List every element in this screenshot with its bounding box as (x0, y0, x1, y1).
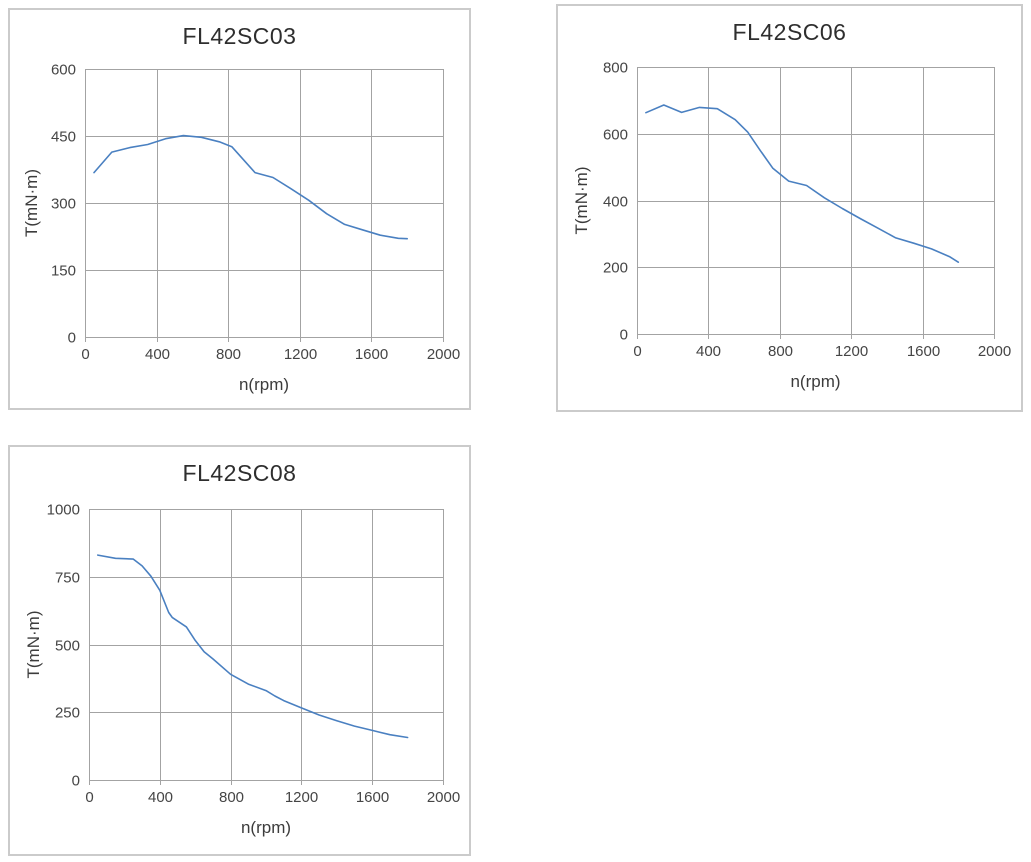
y-tick-label: 1000 (47, 502, 80, 519)
y-tick-label: 450 (51, 129, 76, 146)
torque-curve (645, 104, 960, 264)
x-tick-label: 400 (696, 343, 721, 360)
plot-border (89, 509, 444, 781)
y-tick-label: 300 (51, 196, 76, 213)
chart-panel-fl42sc03: FL42SC03 0 400 800 1200 1600 2000 0 150 300 450 60… (8, 8, 471, 410)
x-tick-label: 2000 (978, 343, 1011, 360)
x-tick-label: 400 (148, 789, 173, 806)
chart-panel-fl42sc08: FL42SC08 0 400 800 1200 1600 2000 0 250 500 750 10… (8, 445, 471, 856)
x-axis-label: n(rpm) (239, 375, 289, 394)
torque-speed-chart: 0 400 800 1200 1600 2000 0 200 400 600 800 n(rpm) T(… (572, 60, 1011, 392)
y-axis-label: T(mN·m) (572, 167, 591, 235)
x-tick-label: 0 (81, 346, 89, 363)
y-axis-label: T(mN·m) (22, 169, 41, 237)
y-tick-label: 250 (55, 705, 80, 722)
y-axis-label: T(mN·m) (24, 611, 43, 679)
y-tick-label: 0 (68, 330, 76, 347)
y-tick-label: 150 (51, 263, 76, 280)
plot-border (85, 69, 444, 338)
x-tick-label: 800 (216, 346, 241, 363)
y-tick-label: 200 (603, 260, 628, 277)
x-tick-label: 1200 (284, 346, 317, 363)
x-axis-label: n(rpm) (241, 818, 291, 837)
x-tick-label: 1600 (356, 789, 389, 806)
x-tick-label: 0 (85, 789, 93, 806)
chart-title: FL42SC06 (732, 19, 847, 45)
x-tick-label: 1600 (355, 346, 388, 363)
y-tick-label: 750 (55, 570, 80, 587)
torque-curve (97, 554, 409, 739)
torque-speed-chart: 0 400 800 1200 1600 2000 0 150 300 450 600 n(rpm) T(… (22, 62, 460, 395)
y-tick-label: 600 (51, 62, 76, 79)
x-axis-label: n(rpm) (790, 372, 840, 391)
y-tick-label: 600 (603, 127, 628, 144)
grid (637, 67, 995, 339)
torque-curve (93, 134, 409, 240)
x-tick-label: 0 (633, 343, 641, 360)
chart-panel-fl42sc06: FL42SC06 0 400 800 1200 1600 2000 0 200 400 600 80… (556, 4, 1023, 412)
chart-title: FL42SC03 (182, 23, 297, 49)
chart-title: FL42SC08 (182, 460, 297, 486)
x-tick-label: 800 (219, 789, 244, 806)
x-tick-label: 2000 (427, 346, 460, 363)
y-tick-label: 500 (55, 638, 80, 655)
y-tick-label: 400 (603, 194, 628, 211)
x-tick-label: 2000 (427, 789, 460, 806)
x-tick-label: 1200 (285, 789, 318, 806)
y-tick-label: 800 (603, 60, 628, 77)
x-tick-label: 1600 (907, 343, 940, 360)
y-tick-label: 0 (620, 327, 628, 344)
torque-speed-chart: 0 400 800 1200 1600 2000 0 250 500 750 1000 n(rpm) T… (24, 502, 460, 838)
x-tick-label: 800 (768, 343, 793, 360)
y-tick-label: 0 (72, 773, 80, 790)
x-tick-label: 1200 (835, 343, 868, 360)
x-tick-label: 400 (145, 346, 170, 363)
plot-border (637, 67, 995, 335)
grid (85, 69, 444, 342)
grid (89, 509, 444, 785)
